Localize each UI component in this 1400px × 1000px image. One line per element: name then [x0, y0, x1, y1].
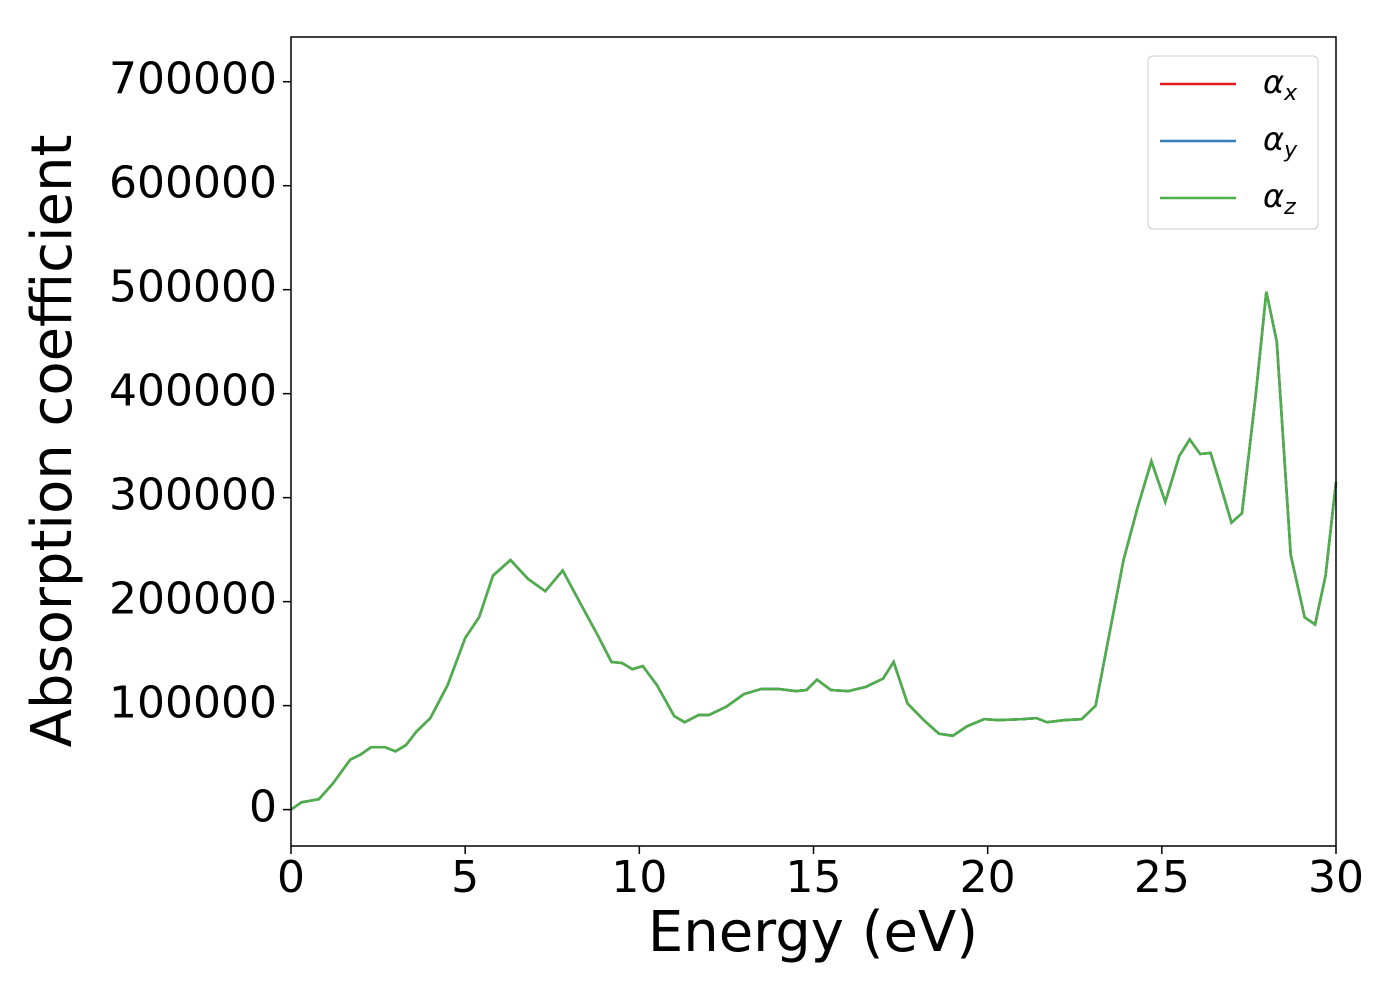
legend-label: αy	[1263, 120, 1298, 163]
plot-frame	[290, 36, 1337, 847]
y-tick-label: 600000	[109, 158, 277, 209]
y-axis-label: Absorption coefficient	[20, 135, 85, 748]
y-tick-label: 400000	[109, 366, 277, 417]
x-tick-label: 20	[960, 852, 1016, 903]
legend-label: αx	[1263, 63, 1298, 106]
y-tick-label: 100000	[109, 678, 277, 729]
y-tick-label: 200000	[109, 574, 277, 625]
x-tick-label: 30	[1308, 852, 1364, 903]
legend-label: αz	[1263, 177, 1296, 220]
y-tick-label: 700000	[109, 54, 277, 105]
x-tick-label: 25	[1134, 852, 1190, 903]
x-tick-label: 15	[786, 852, 842, 903]
data-line	[290, 291, 1338, 811]
data-line	[290, 291, 1338, 811]
y-tick-label: 0	[249, 782, 277, 833]
y-tick-label: 500000	[109, 262, 277, 313]
y-tick-label: 300000	[109, 470, 277, 521]
x-tick-label: 5	[451, 852, 479, 903]
legend-box	[1147, 55, 1319, 230]
x-axis-label: Energy (eV)	[648, 900, 978, 965]
x-tick-label: 10	[611, 852, 667, 903]
x-tick-label: 0	[277, 852, 305, 903]
data-line	[290, 291, 1338, 811]
